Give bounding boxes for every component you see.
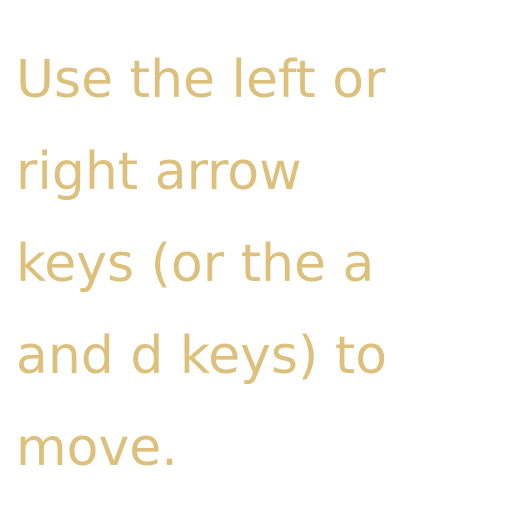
instructions-line-3: keys (or the a <box>16 234 375 294</box>
instructions-text: Use the left or right arrow keys (or the… <box>16 44 506 504</box>
instructions-line-1: Use the left or <box>16 50 386 110</box>
instructions-line-2: right arrow <box>16 142 302 202</box>
instructions-line-5: move. <box>16 418 178 478</box>
instructions-line-4: and d keys) to <box>16 326 388 386</box>
